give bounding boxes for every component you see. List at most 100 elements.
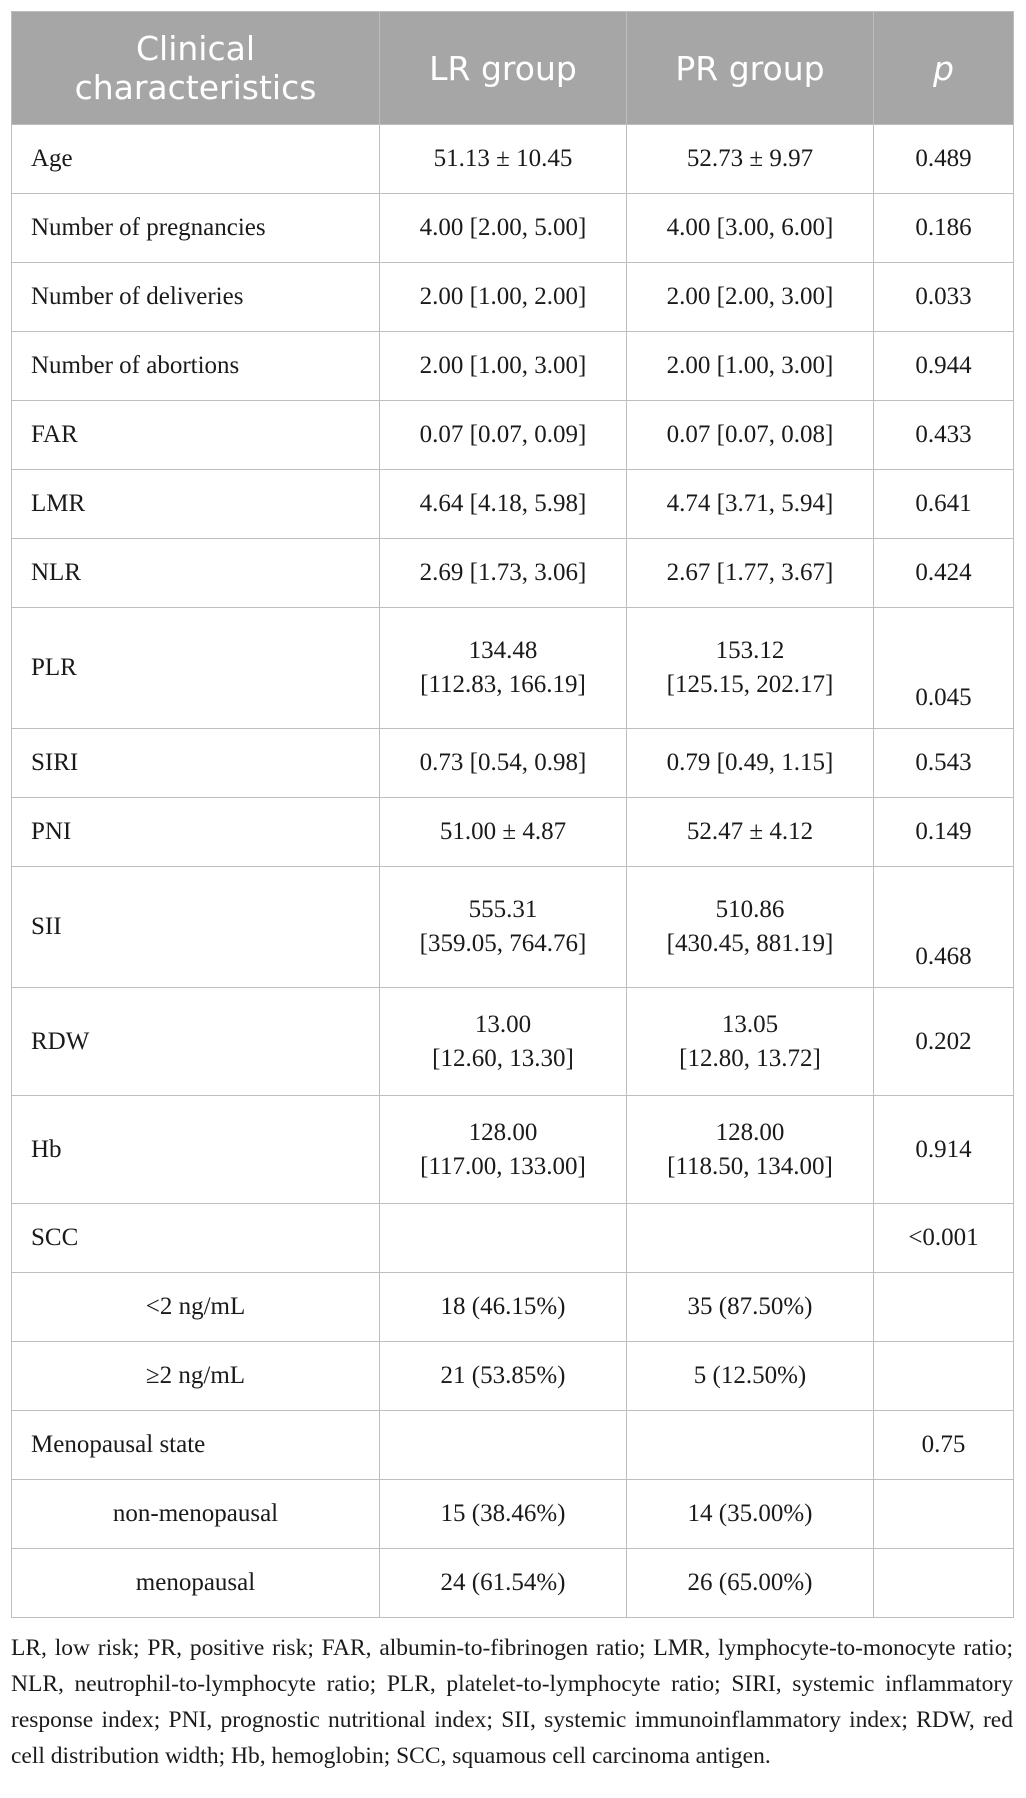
row-label: menopausal [11, 1548, 380, 1618]
row-label: NLR [11, 538, 380, 608]
table-row: ≥2 ng/mL 21 (53.85%) 5 (12.50%) [11, 1341, 1014, 1411]
table-row: SII 555.31 [359.05, 764.76] 510.86 [430.… [11, 866, 1014, 988]
table-row: SIRI 0.73 [0.54, 0.98] 0.79 [0.49, 1.15]… [11, 728, 1014, 798]
table-row: PNI 51.00 ± 4.87 52.47 ± 4.12 0.149 [11, 797, 1014, 867]
header-lr-group: LR group [379, 11, 627, 125]
lr-value: 21 (53.85%) [379, 1341, 627, 1411]
clinical-characteristics-table: Clinical characteristics LR group PR gro… [11, 11, 1014, 1618]
pr-value: 14 (35.00%) [626, 1479, 874, 1549]
pr-value: 4.00 [3.00, 6.00] [626, 193, 874, 263]
p-value: 0.543 [873, 728, 1014, 798]
table-row: <2 ng/mL 18 (46.15%) 35 (87.50%) [11, 1272, 1014, 1342]
pr-value: 26 (65.00%) [626, 1548, 874, 1618]
lr-value: 51.00 ± 4.87 [379, 797, 627, 867]
lr-value: 13.00 [12.60, 13.30] [379, 987, 627, 1096]
lr-value: 134.48 [112.83, 166.19] [379, 607, 627, 729]
table-row: Menopausal state 0.75 [11, 1410, 1014, 1480]
lr-value: 0.07 [0.07, 0.09] [379, 400, 627, 470]
p-value: 0.944 [873, 331, 1014, 401]
header-pr-group: PR group [626, 11, 874, 125]
pr-value: 2.00 [2.00, 3.00] [626, 262, 874, 332]
lr-value: 555.31 [359.05, 764.76] [379, 866, 627, 988]
table-row: PLR 134.48 [112.83, 166.19] 153.12 [125.… [11, 607, 1014, 729]
lr-value: 2.00 [1.00, 2.00] [379, 262, 627, 332]
pr-value: 5 (12.50%) [626, 1341, 874, 1411]
row-label: PNI [11, 797, 380, 867]
p-value: 0.202 [873, 987, 1014, 1096]
row-label: Number of abortions [11, 331, 380, 401]
row-label: PLR [11, 607, 380, 729]
table-row: Number of pregnancies 4.00 [2.00, 5.00] … [11, 193, 1014, 263]
row-label: LMR [11, 469, 380, 539]
pr-value: 0.79 [0.49, 1.15] [626, 728, 874, 798]
table-row: RDW 13.00 [12.60, 13.30] 13.05 [12.80, 1… [11, 987, 1014, 1096]
row-label: <2 ng/mL [11, 1272, 380, 1342]
row-label: Hb [11, 1095, 380, 1204]
p-value: 0.433 [873, 400, 1014, 470]
pr-value: 2.00 [1.00, 3.00] [626, 331, 874, 401]
table-row: non-menopausal 15 (38.46%) 14 (35.00%) [11, 1479, 1014, 1549]
p-value [873, 1341, 1014, 1411]
lr-value [379, 1410, 627, 1480]
p-value [873, 1272, 1014, 1342]
p-value: 0.186 [873, 193, 1014, 263]
pr-value: 510.86 [430.45, 881.19] [626, 866, 874, 988]
pr-value: 4.74 [3.71, 5.94] [626, 469, 874, 539]
p-value [873, 1548, 1014, 1618]
table-row: menopausal 24 (61.54%) 26 (65.00%) [11, 1548, 1014, 1618]
pr-value: 153.12 [125.15, 202.17] [626, 607, 874, 729]
table-row: Age 51.13 ± 10.45 52.73 ± 9.97 0.489 [11, 124, 1014, 194]
p-value: 0.914 [873, 1095, 1014, 1204]
row-label: RDW [11, 987, 380, 1096]
lr-value: 2.00 [1.00, 3.00] [379, 331, 627, 401]
p-value: 0.149 [873, 797, 1014, 867]
p-value: 0.75 [873, 1410, 1014, 1480]
table-row: NLR 2.69 [1.73, 3.06] 2.67 [1.77, 3.67] … [11, 538, 1014, 608]
row-label: Number of pregnancies [11, 193, 380, 263]
lr-value: 15 (38.46%) [379, 1479, 627, 1549]
table-row: FAR 0.07 [0.07, 0.09] 0.07 [0.07, 0.08] … [11, 400, 1014, 470]
row-label: SII [11, 866, 380, 988]
p-value: 0.045 [873, 607, 1014, 729]
table-row: SCC <0.001 [11, 1203, 1014, 1273]
lr-value: 4.00 [2.00, 5.00] [379, 193, 627, 263]
p-value: <0.001 [873, 1203, 1014, 1273]
lr-value [379, 1203, 627, 1273]
lr-value: 4.64 [4.18, 5.98] [379, 469, 627, 539]
pr-value: 13.05 [12.80, 13.72] [626, 987, 874, 1096]
row-label: SIRI [11, 728, 380, 798]
lr-value: 2.69 [1.73, 3.06] [379, 538, 627, 608]
p-value [873, 1479, 1014, 1549]
p-value: 0.641 [873, 469, 1014, 539]
pr-value: 52.47 ± 4.12 [626, 797, 874, 867]
table-row: Number of abortions 2.00 [1.00, 3.00] 2.… [11, 331, 1014, 401]
row-label: Number of deliveries [11, 262, 380, 332]
table-footnote: LR, low risk; PR, positive risk; FAR, al… [11, 1635, 1013, 1769]
row-label: FAR [11, 400, 380, 470]
lr-value: 128.00 [117.00, 133.00] [379, 1095, 627, 1204]
lr-value: 51.13 ± 10.45 [379, 124, 627, 194]
lr-value: 24 (61.54%) [379, 1548, 627, 1618]
pr-value: 128.00 [118.50, 134.00] [626, 1095, 874, 1204]
pr-value: 52.73 ± 9.97 [626, 124, 874, 194]
table-header-row: Clinical characteristics LR group PR gro… [11, 11, 1014, 125]
row-label: SCC [11, 1203, 380, 1273]
row-label: Age [11, 124, 380, 194]
row-label: ≥2 ng/mL [11, 1341, 380, 1411]
header-p-value: p [873, 11, 1014, 125]
pr-value [626, 1203, 874, 1273]
pr-value: 0.07 [0.07, 0.08] [626, 400, 874, 470]
table-row: Hb 128.00 [117.00, 133.00] 128.00 [118.5… [11, 1095, 1014, 1204]
table-container: Clinical characteristics LR group PR gro… [11, 11, 1014, 1798]
p-value: 0.468 [873, 866, 1014, 988]
lr-value: 0.73 [0.54, 0.98] [379, 728, 627, 798]
pr-value: 2.67 [1.77, 3.67] [626, 538, 874, 608]
p-value: 0.489 [873, 124, 1014, 194]
row-label: Menopausal state [11, 1410, 380, 1480]
pr-value [626, 1410, 874, 1480]
pr-value: 35 (87.50%) [626, 1272, 874, 1342]
header-clinical-characteristics: Clinical characteristics [11, 11, 380, 125]
table-row: LMR 4.64 [4.18, 5.98] 4.74 [3.71, 5.94] … [11, 469, 1014, 539]
row-label: non-menopausal [11, 1479, 380, 1549]
p-value: 0.033 [873, 262, 1014, 332]
